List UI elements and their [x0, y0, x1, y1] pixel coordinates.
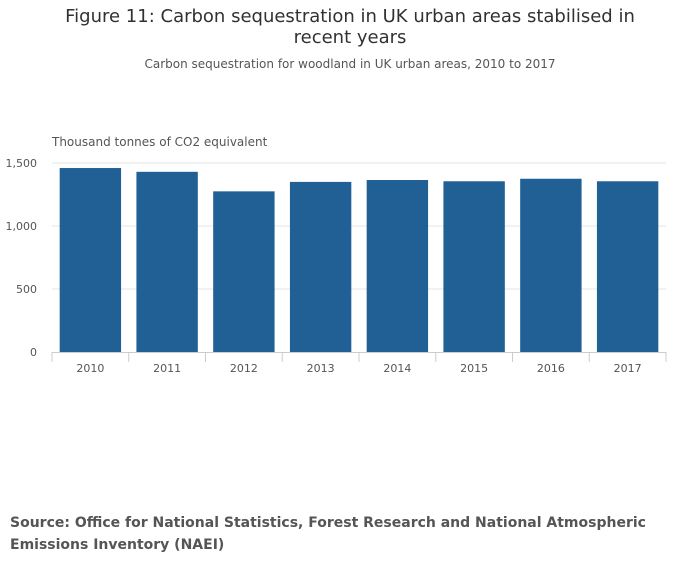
source-note: Source: Office for National Statistics, … — [10, 515, 646, 553]
x-tick-label: 2016 — [537, 362, 565, 375]
bar-2010 — [59, 168, 122, 352]
x-tick-label: 2010 — [76, 362, 104, 375]
bar-2014 — [366, 180, 429, 352]
y-tick-label: 500 — [16, 283, 37, 296]
x-tick-label: 2013 — [307, 362, 335, 375]
bars — [59, 168, 659, 352]
bar-2012 — [213, 191, 275, 352]
x-tick-label: 2011 — [153, 362, 181, 375]
y-tick-label: 0 — [30, 346, 37, 359]
bar-2015 — [443, 181, 505, 352]
bar-2013 — [289, 181, 352, 352]
y-axis-ticks: 0 500 1,000 1,500 — [6, 157, 38, 359]
y-tick-label: 1,500 — [6, 157, 38, 170]
x-axis — [51, 352, 667, 362]
y-axis-label: Thousand tonnes of CO2 equivalent — [52, 135, 268, 149]
chart-subtitle: Carbon sequestration for woodland in UK … — [144, 57, 556, 71]
y-tick-label: 1,000 — [6, 220, 38, 233]
x-axis-ticks: 2010 2011 2012 2013 2014 2015 2016 2017 — [76, 362, 641, 375]
chart-title: Figure 11: Carbon sequestration in UK ur… — [65, 6, 635, 48]
bar-2016 — [520, 178, 582, 352]
x-tick-label: 2014 — [383, 362, 411, 375]
x-tick-label: 2017 — [614, 362, 642, 375]
bar-2017 — [596, 181, 659, 352]
bar-2011 — [136, 171, 198, 352]
x-tick-label: 2015 — [460, 362, 488, 375]
x-tick-label: 2012 — [230, 362, 258, 375]
